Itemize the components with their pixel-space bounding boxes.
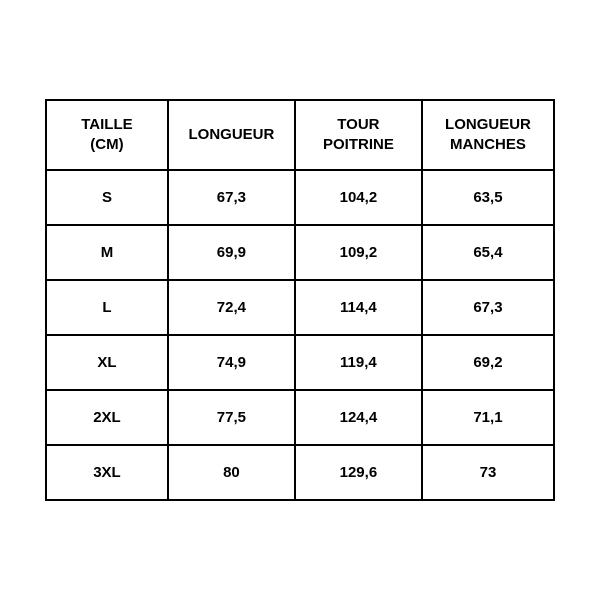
header-poitrine-line1: TOUR [337, 116, 379, 133]
cell-longueur: 80 [168, 445, 295, 500]
cell-longueur: 67,3 [168, 170, 295, 225]
table-row: M 69,9 109,2 65,4 [46, 225, 554, 280]
header-manches: LONGUEUR MANCHES [422, 100, 554, 171]
header-taille-line2: (CM) [90, 136, 123, 153]
size-chart-container: TAILLE (CM) LONGUEUR TOUR POITRINE LONGU… [45, 99, 555, 502]
table-row: 3XL 80 129,6 73 [46, 445, 554, 500]
cell-poitrine: 114,4 [295, 280, 422, 335]
cell-taille: L [46, 280, 168, 335]
table-row: S 67,3 104,2 63,5 [46, 170, 554, 225]
cell-poitrine: 104,2 [295, 170, 422, 225]
table-row: 2XL 77,5 124,4 71,1 [46, 390, 554, 445]
cell-taille: 2XL [46, 390, 168, 445]
cell-poitrine: 129,6 [295, 445, 422, 500]
table-header-row: TAILLE (CM) LONGUEUR TOUR POITRINE LONGU… [46, 100, 554, 171]
size-chart-table: TAILLE (CM) LONGUEUR TOUR POITRINE LONGU… [45, 99, 555, 502]
cell-taille: M [46, 225, 168, 280]
cell-longueur: 69,9 [168, 225, 295, 280]
cell-taille: S [46, 170, 168, 225]
cell-poitrine: 119,4 [295, 335, 422, 390]
header-longueur: LONGUEUR [168, 100, 295, 171]
cell-taille: 3XL [46, 445, 168, 500]
cell-taille: XL [46, 335, 168, 390]
header-longueur-label: LONGUEUR [188, 126, 274, 143]
cell-poitrine: 124,4 [295, 390, 422, 445]
cell-manches: 73 [422, 445, 554, 500]
header-manches-line2: MANCHES [450, 136, 526, 153]
header-taille: TAILLE (CM) [46, 100, 168, 171]
cell-manches: 67,3 [422, 280, 554, 335]
cell-manches: 69,2 [422, 335, 554, 390]
cell-manches: 71,1 [422, 390, 554, 445]
cell-manches: 65,4 [422, 225, 554, 280]
header-manches-line1: LONGUEUR [445, 116, 531, 133]
cell-poitrine: 109,2 [295, 225, 422, 280]
table-row: L 72,4 114,4 67,3 [46, 280, 554, 335]
cell-longueur: 72,4 [168, 280, 295, 335]
cell-manches: 63,5 [422, 170, 554, 225]
header-poitrine-line2: POITRINE [323, 136, 394, 153]
table-row: XL 74,9 119,4 69,2 [46, 335, 554, 390]
header-poitrine: TOUR POITRINE [295, 100, 422, 171]
cell-longueur: 74,9 [168, 335, 295, 390]
header-taille-line1: TAILLE [81, 116, 132, 133]
cell-longueur: 77,5 [168, 390, 295, 445]
